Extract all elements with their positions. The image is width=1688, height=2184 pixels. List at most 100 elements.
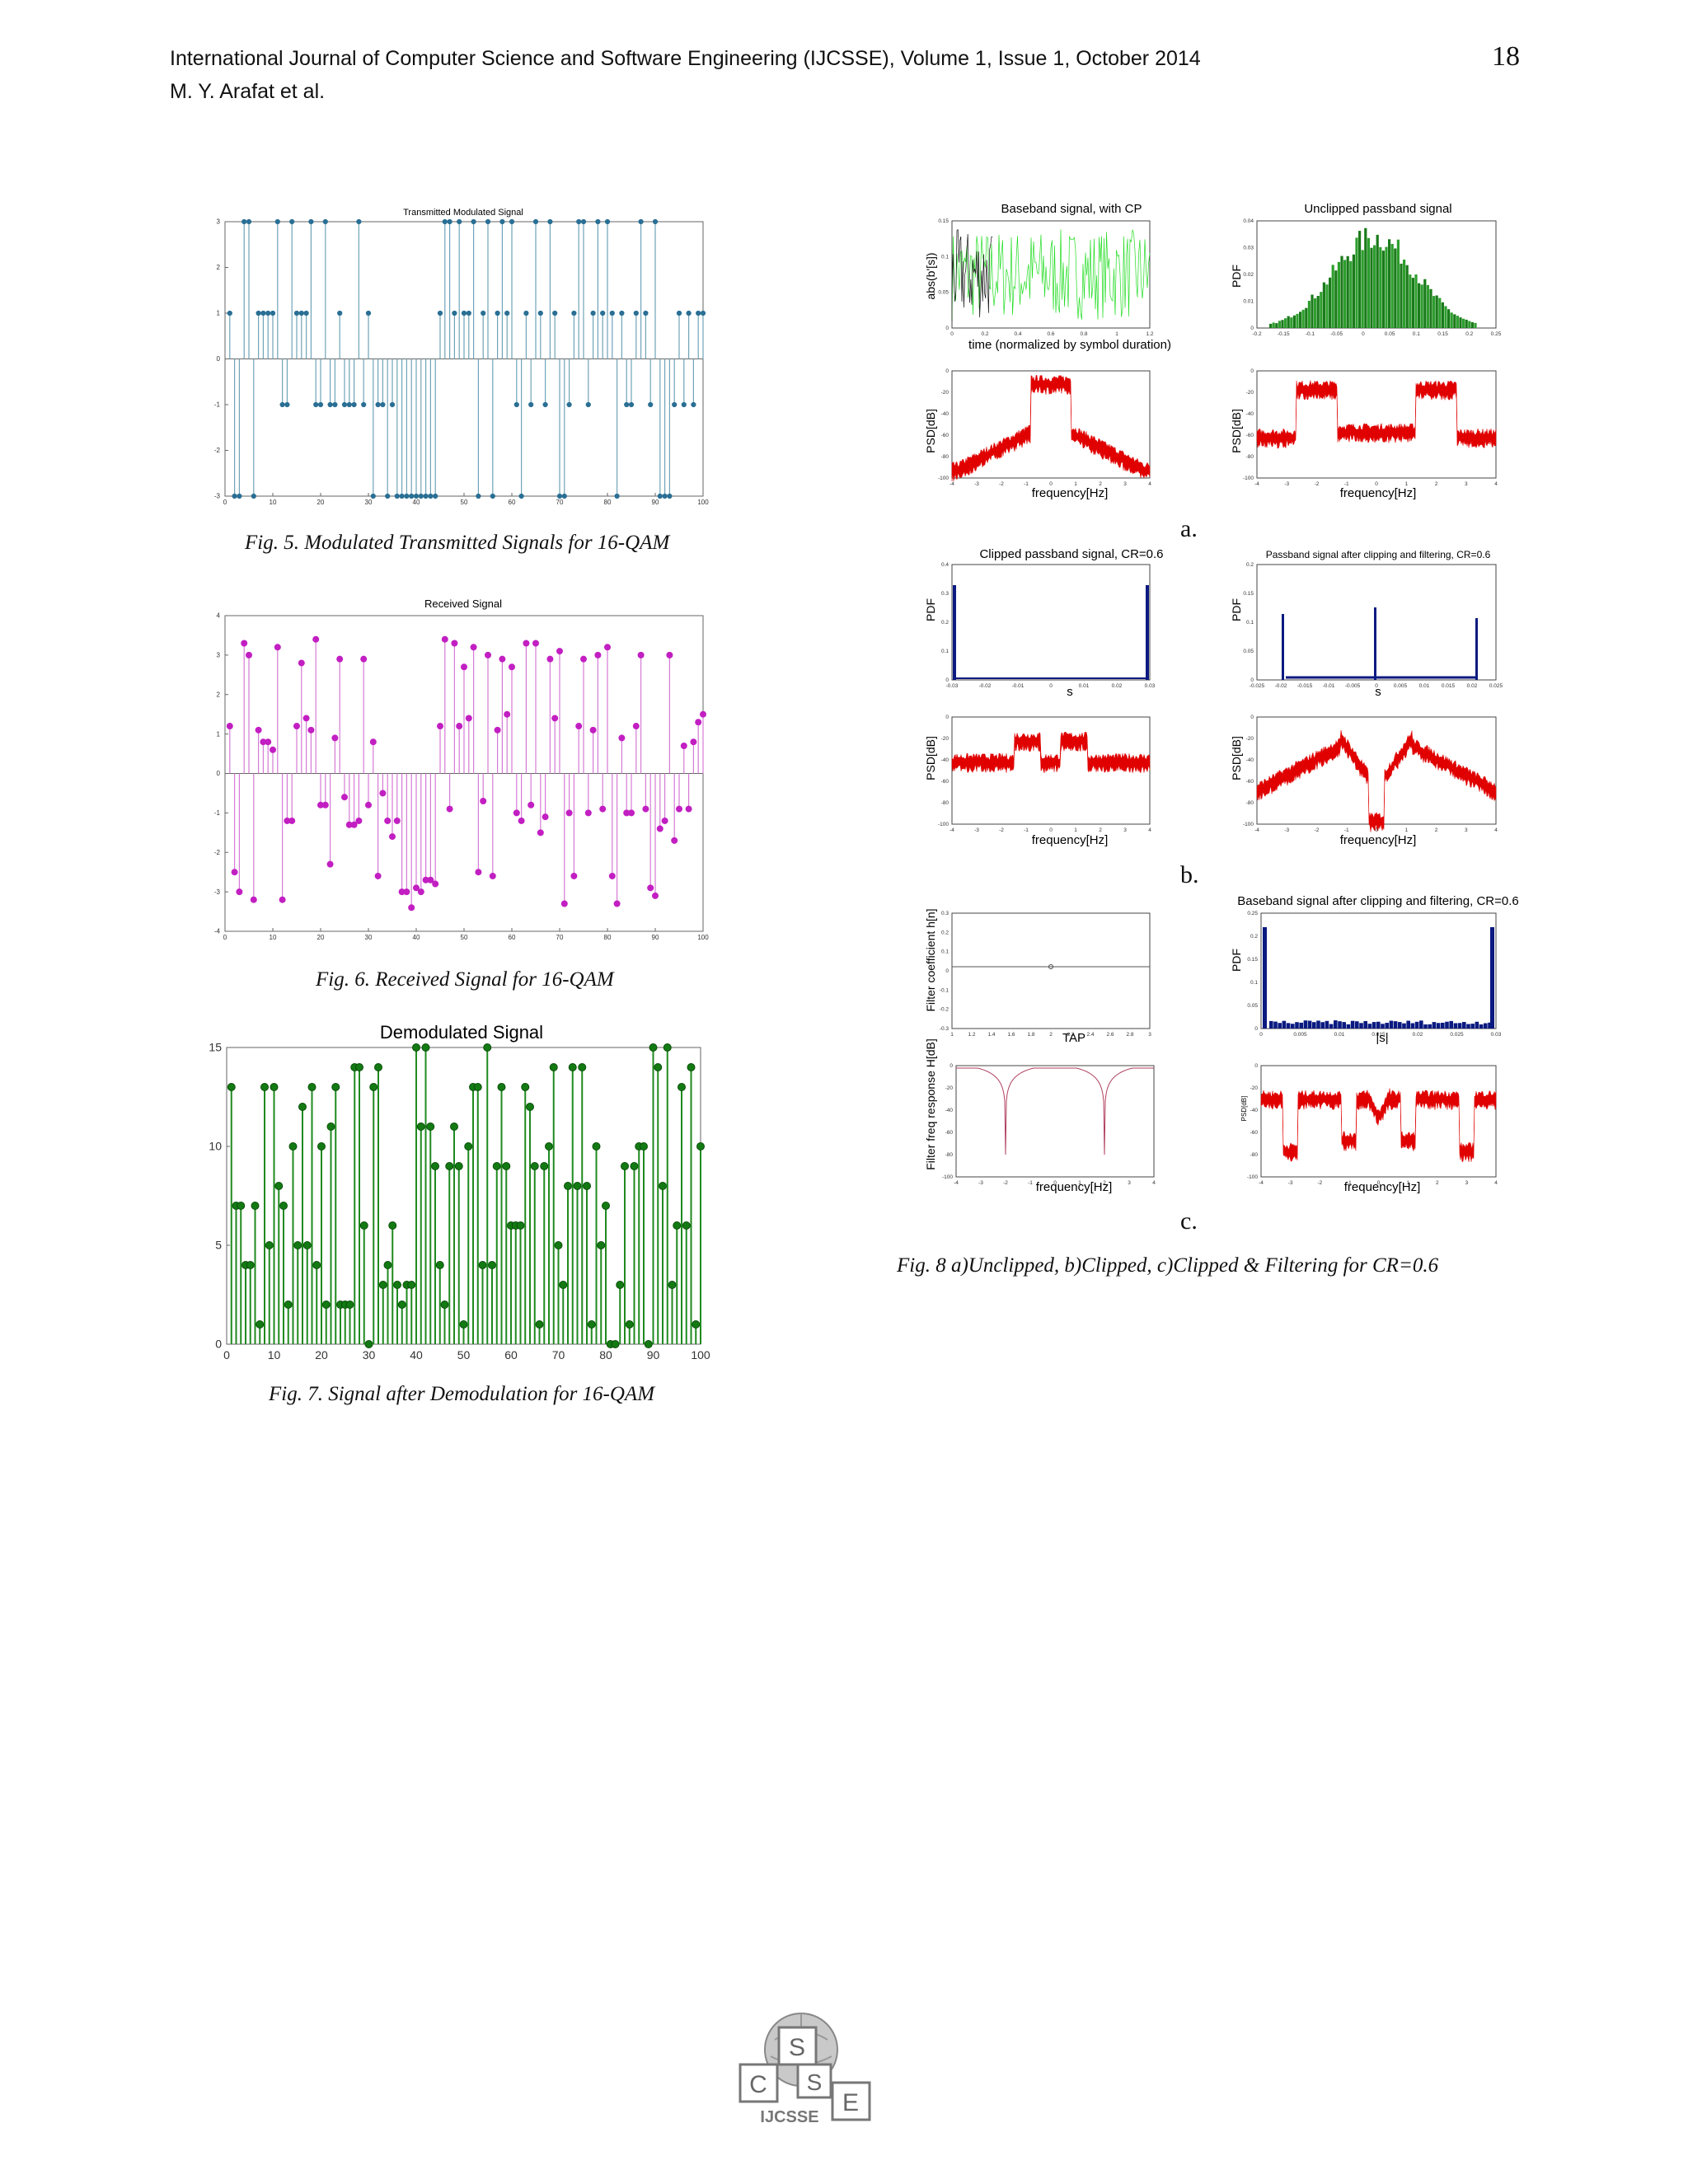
data-point [682,1221,691,1230]
x-tick-label: 20 [317,499,325,506]
y-tick-label: 4 [217,612,221,620]
tick-label: -80 [1246,454,1254,460]
data-point [312,1261,321,1269]
x-tick-label: 30 [363,1348,376,1361]
data-point [317,1142,326,1151]
psd-trace [1260,1088,1497,1163]
pdf-bar [1269,323,1273,328]
data-point [478,1261,487,1269]
pdf-bar [1303,1020,1308,1029]
pdf-bar [1296,313,1299,328]
data-point [502,1162,511,1170]
tick-label: -0.15 [1278,331,1290,337]
data-point [666,651,673,658]
tick-label: 4 [1148,481,1151,487]
data-point [471,218,476,225]
x-tick-label: 30 [365,499,373,506]
pdf-bar [1447,309,1451,328]
data-point [426,1122,435,1131]
tick-label: 2 [1103,1180,1106,1186]
x-tick-label: 50 [461,499,468,506]
tick-label: 0.02 [1467,683,1478,689]
fig8a-time-ylabel: abs(b'[s]) [924,252,937,299]
fig8c-pdf-title: Baseband signal after clipping and filte… [1237,894,1518,908]
data-point [413,493,420,499]
data-point [384,817,392,824]
data-point [341,401,348,408]
data-point [685,805,692,813]
tick-label: 0.6 [1047,331,1054,337]
pdf-bar [1307,300,1311,328]
data-point [298,1103,307,1111]
data-point [573,1182,582,1190]
tick-label: 0.01 [1079,683,1090,689]
y-tick-label: 0 [215,1338,222,1351]
y-tick-label: -1 [214,809,221,817]
tick-label: -1 [1028,1180,1033,1186]
tick-label: 1 [1078,1180,1081,1186]
data-point [416,1122,425,1131]
data-point [663,1043,672,1052]
pdf-bar [1484,1023,1488,1029]
x-tick-label: 80 [604,934,612,940]
fig8a-psd1-xlabel: frequency[Hz] [1032,486,1109,500]
tick-label: 0 [1250,326,1254,331]
data-point [668,1281,677,1289]
tick-label: -2 [1315,481,1320,487]
tick-label: 0 [945,326,949,331]
tick-label: 0.2 [941,620,949,626]
pdf-bar [1388,239,1391,328]
tick-label: 3 [1123,827,1127,833]
figure-7-caption: Fig. 7. Signal after Demodulation for 16… [269,1383,655,1405]
data-point [397,1301,406,1309]
fig8b-psd2-xlabel: frequency[Hz] [1340,833,1417,847]
tick-label: 1 [1404,827,1408,833]
tick-label: 0.25 [1491,331,1502,337]
figure-8-composite: 0 0.2 0.4 0.6 0.8 1 1.2 0 0.05 0.1 0.15 -0.2 -0.15 -0… [924,202,1519,1194]
data-point [250,896,257,903]
data-point [608,872,616,879]
data-point [341,794,348,801]
tick-label: 2 [1436,1180,1439,1186]
data-point [613,900,621,907]
data-point [535,1320,544,1329]
fig8b-pdf1-panel [951,564,1151,681]
data-point [600,310,606,316]
data-point [647,884,654,892]
data-point [686,310,692,316]
x-tick-label: 60 [509,934,516,940]
data-point [652,892,659,899]
data-point [307,726,315,733]
psd-trace [1256,379,1497,449]
data-point [365,801,372,808]
y-tick-label: -4 [214,928,221,935]
data-point [640,1142,648,1151]
fig8a-pdf-title: Unclipped passband signal [1304,202,1451,216]
tick-label: 0 [1375,481,1378,487]
data-point [590,310,596,316]
data-point [580,655,587,663]
pdf-bar [1409,274,1412,328]
data-point [473,1083,482,1091]
fig8a-time-xlabel: time (normalized by symbol duration) [968,338,1171,352]
data-point [676,310,682,316]
pdf-bar [1381,1024,1385,1029]
fig6-title: Received Signal [424,598,502,610]
tick-label: -2 [999,481,1004,487]
pdf-bar [1457,1023,1462,1029]
data-point [584,809,592,817]
tick-label: -0.01 [1012,683,1025,689]
pdf-bar [1331,265,1334,328]
pdf-bar [1379,246,1382,328]
tick-label: 0 [945,368,949,374]
tick-label: 0.2 [981,331,988,337]
pdf-bar [1396,239,1400,328]
pdf-bar [1390,243,1394,328]
data-point [423,493,429,499]
tick-label: 0.1 [941,649,949,654]
data-point [246,218,252,225]
pdf-bar [1295,1022,1299,1029]
data-point [251,493,256,499]
tick-label: -4 [954,1180,959,1186]
data-point [649,1043,658,1052]
